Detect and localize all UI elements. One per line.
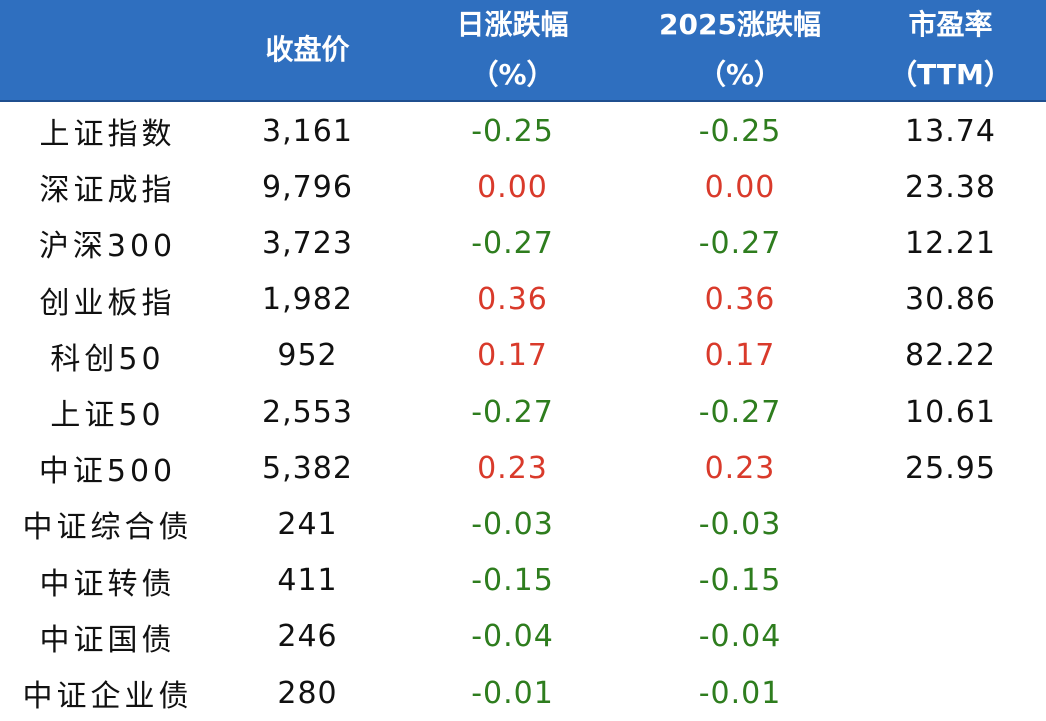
cell-pe	[855, 553, 1046, 609]
cell-daily-change: -0.15	[471, 563, 554, 599]
cell-pe: 23.38	[905, 169, 996, 205]
header-close: 收盘价	[215, 0, 400, 100]
header-daily-label: 日涨跌幅	[456, 7, 569, 41]
table-row: 中证综合债 241 -0.03 -0.03	[0, 496, 1046, 552]
cell-ytd-change: 0.23	[704, 450, 776, 486]
header-pe: 市盈率 （TTM）	[855, 0, 1046, 100]
cell-ytd-change: -0.27	[698, 225, 782, 261]
cell-ytd-change: -0.01	[698, 675, 782, 711]
cell-ytd-change: 0.00	[704, 169, 776, 205]
cell-ytd-change: -0.04	[698, 619, 782, 655]
cell-ytd-change: 0.17	[704, 338, 776, 374]
cell-pe: 12.21	[905, 225, 996, 261]
cell-pe: 10.61	[905, 394, 996, 430]
cell-name: 沪深300	[38, 229, 177, 265]
cell-daily-change: 0.17	[477, 338, 548, 374]
cell-daily-change: 0.36	[477, 282, 548, 318]
cell-ytd-change: -0.27	[698, 394, 782, 430]
cell-pe	[855, 665, 1046, 721]
cell-daily-change: 0.23	[477, 450, 548, 486]
cell-daily-change: -0.27	[471, 225, 554, 261]
cell-ytd-change: -0.15	[698, 563, 782, 599]
cell-daily-change: -0.01	[471, 675, 554, 711]
cell-ytd-change: -0.25	[698, 113, 782, 149]
cell-daily-change: -0.27	[471, 394, 554, 430]
cell-ytd-change: -0.03	[698, 506, 782, 542]
cell-name: 科创50	[50, 341, 165, 377]
cell-pe	[855, 609, 1046, 665]
header-pe-label: 市盈率	[908, 7, 993, 41]
header-ytd-unit: （%）	[697, 58, 783, 91]
cell-close: 241	[277, 506, 338, 542]
cell-close: 3,723	[262, 225, 353, 261]
table-row: 中证500 5,382 0.23 0.23 25.95	[0, 440, 1046, 496]
cell-close: 5,382	[262, 450, 353, 486]
cell-pe: 25.95	[905, 450, 996, 486]
cell-close: 2,553	[262, 394, 353, 430]
cell-daily-change: -0.04	[471, 619, 554, 655]
table-row: 中证企业债 280 -0.01 -0.01	[0, 665, 1046, 721]
cell-daily-change: -0.25	[471, 113, 554, 149]
cell-close: 952	[277, 338, 338, 374]
cell-close: 3,161	[262, 113, 353, 149]
table-row: 上证指数 3,161 -0.25 -0.25 13.74	[0, 103, 1046, 159]
cell-close: 411	[277, 563, 338, 599]
header-divider	[0, 100, 1046, 102]
header-daily-unit: （%）	[470, 58, 555, 91]
cell-daily-change: 0.00	[477, 169, 548, 205]
table-row: 深证成指 9,796 0.00 0.00 23.38	[0, 159, 1046, 215]
cell-pe: 13.74	[905, 113, 996, 149]
cell-ytd-change: 0.36	[704, 282, 776, 318]
cell-close: 1,982	[262, 282, 353, 318]
table-row: 中证转债 411 -0.15 -0.15	[0, 553, 1046, 609]
cell-pe	[855, 496, 1046, 552]
cell-daily-change: -0.03	[471, 506, 554, 542]
cell-name: 中证转债	[39, 566, 176, 602]
cell-name: 上证指数	[39, 117, 176, 152]
cell-pe: 30.86	[905, 282, 996, 318]
table-row: 创业板指 1,982 0.36 0.36 30.86	[0, 272, 1046, 328]
header-daily-change: 日涨跌幅 （%）	[400, 0, 625, 100]
cell-close: 246	[277, 619, 338, 655]
cell-pe: 82.22	[905, 338, 996, 374]
cell-name: 中证综合债	[22, 510, 193, 546]
cell-name: 中证500	[38, 454, 177, 490]
cell-name: 上证50	[50, 398, 165, 433]
table-row: 沪深300 3,723 -0.27 -0.27 12.21	[0, 215, 1046, 271]
cell-close: 9,796	[262, 169, 353, 205]
table-row: 科创50 952 0.17 0.17 82.22	[0, 328, 1046, 384]
cell-name: 深证成指	[39, 173, 176, 209]
header-ytd-label: 2025涨跌幅	[659, 7, 821, 41]
header-ytd-change: 2025涨跌幅 （%）	[625, 0, 855, 100]
header-pe-unit: （TTM）	[889, 58, 1012, 91]
header-close-label: 收盘价	[265, 32, 350, 66]
cell-name: 创业板指	[39, 285, 176, 321]
cell-name: 中证国债	[39, 622, 176, 658]
table-row: 上证50 2,553 -0.27 -0.27 10.61	[0, 384, 1046, 440]
cell-close: 280	[277, 675, 338, 711]
table-row: 中证国债 246 -0.04 -0.04	[0, 609, 1046, 665]
cell-name: 中证企业债	[22, 679, 193, 714]
table-header: 收盘价 日涨跌幅 （%） 2025涨跌幅 （%） 市盈率 （TTM）	[0, 0, 1046, 100]
header-name	[0, 0, 215, 100]
